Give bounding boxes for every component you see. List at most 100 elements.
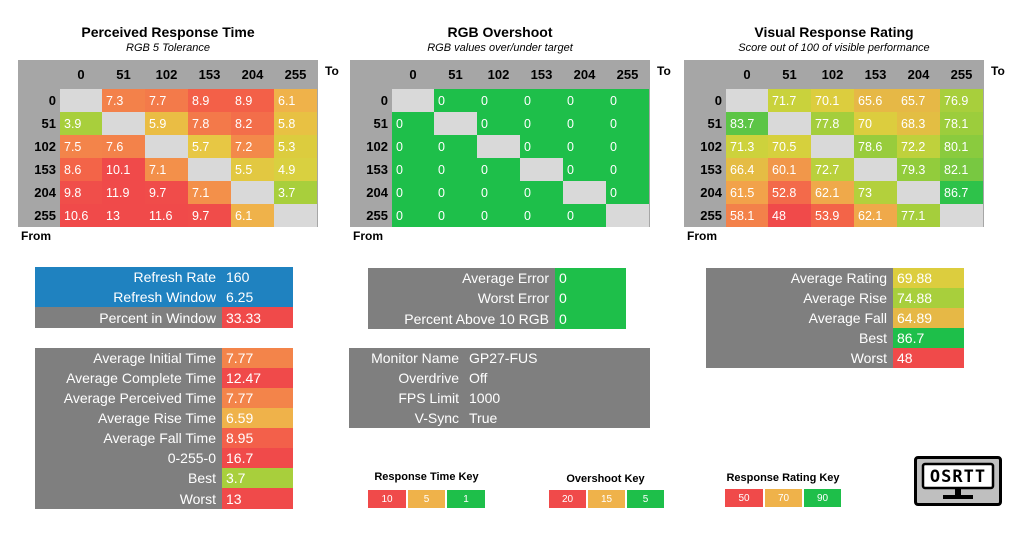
matrix-title: Visual Response Rating [754,24,914,40]
matrix-cell: 76.9 [940,89,983,112]
matrix-title: RGB Overshoot [447,24,553,40]
overshoot-key-title: Overshoot Key [566,473,645,485]
from-label: From [687,229,717,243]
matrix-cell: 0 [477,89,520,112]
best-time-value: 3.7 [222,468,293,488]
matrix-cell: 70 [854,112,897,135]
matrix-cell-empty [231,181,274,204]
row-header: 51 [707,116,722,131]
row-header: 204 [366,185,388,200]
matrix-cell: 4.9 [274,158,317,181]
matrix-cell: 0 [434,158,477,181]
vsync-label: V-Sync [414,410,459,426]
column-header: 204 [241,67,264,82]
matrix-cell: 78.6 [854,135,897,158]
matrix-subtitle: RGB values over/under target [427,42,573,54]
avg-complete-time-value: 12.47 [222,368,293,388]
rgb-overshoot-matrix: RGB Overshoot RGB values over/under targe… [350,0,671,250]
matrix-cell: 83.7 [726,112,768,135]
matrix-cell: 0 [392,112,434,135]
matrix-cell: 82.1 [940,158,983,181]
matrix-cell: 0 [563,89,606,112]
matrix-cell: 62.1 [854,204,897,227]
matrix-cell: 0 [434,135,477,158]
matrix-cell: 5.3 [274,135,317,158]
row-header: 51 [41,116,56,131]
response-rating-key-title: Response Rating Key [726,472,840,484]
matrix-cell: 80.1 [940,135,983,158]
matrix-cell-empty [854,158,897,181]
matrix-grid: 0 51 102 153 204 255 0 0 0 0 0 0 51 0 0 0 0 0 102 0 0 0 0 0 153 0… [350,60,650,227]
visual-response-rating-matrix: Visual Response Rating Score out of 100 o… [684,0,1005,250]
response-rating-key: Response Rating Key 50 70 90 [724,472,842,512]
key-cell: 50 [724,488,764,508]
matrix-cell: 5.9 [145,112,188,135]
avg-initial-time-label: Average Initial Time [93,350,216,366]
matrix-cell: 7.2 [231,135,274,158]
matrix-cell: 3.9 [60,112,102,135]
column-header: 51 [448,67,463,82]
column-header: 153 [198,67,221,82]
percent-above-label: Percent Above 10 RGB [404,310,549,327]
matrix-cell: 0 [477,112,520,135]
zero-255-zero-label: 0-255-0 [167,450,216,466]
matrix-cell-empty [188,158,231,181]
matrix-cell: 0 [477,204,520,227]
response-time-key-title: Response Time Key [374,471,479,483]
matrix-cell: 0 [520,89,563,112]
monitor-name-label: Monitor Name [371,350,459,366]
key-cell: 5 [407,489,446,509]
best-rating-value: 86.7 [893,328,964,348]
matrix-cell: 3.7 [274,181,317,204]
avg-fall-time-value: 8.95 [222,428,293,448]
matrix-cell: 0 [606,135,649,158]
matrix-cell: 7.5 [60,135,102,158]
matrix-cell: 6.1 [231,204,274,227]
matrix-title: Perceived Response Time [81,24,255,40]
matrix-cell: 11.6 [145,204,188,227]
matrix-cell: 5.7 [188,135,231,158]
matrix-cell: 8.6 [60,158,102,181]
matrix-cell-empty [434,112,477,135]
key-cell: 15 [587,489,626,509]
response-time-key: Response Time Key 10 5 1 [367,471,486,511]
row-header: 204 [34,185,56,200]
matrix-cell: 52.8 [768,181,811,204]
avg-perceived-time-value: 7.77 [222,388,293,408]
worst-rating-label: Worst [850,350,887,366]
matrix-cell: 62.1 [811,181,854,204]
matrix-cell: 0 [520,204,563,227]
matrix-cell: 79.3 [897,158,940,181]
matrix-cell: 0 [392,135,434,158]
column-header: 102 [155,67,178,82]
matrix-cell: 0 [434,89,477,112]
key-cell: 1 [446,489,486,509]
matrix-cell-empty [726,89,768,112]
matrix-cell-empty [606,204,649,227]
matrix-cell: 70.5 [768,135,811,158]
perceived-response-time-matrix: Perceived Response Time RGB 5 Tolerance 0 5… [18,0,339,250]
average-rating-label: Average Rating [790,270,887,286]
matrix-cell: 72.2 [897,135,940,158]
column-header: 153 [530,67,553,82]
matrix-cell: 48 [768,204,811,227]
matrix-cell: 77.8 [811,112,854,135]
matrix-cell: 0 [477,181,520,204]
refresh-window-label: Refresh Window [113,289,216,305]
avg-rise-time-value: 6.59 [222,408,293,428]
matrix-grid: 0 51 102 153 204 255 0 7.3 7.7 8.9 8.9 6.1 51 3.9 5.9 7… [18,60,318,227]
matrix-cell-empty [145,135,188,158]
row-header: 153 [366,162,388,177]
zero-255-zero-value: 16.7 [222,448,293,468]
row-header: 102 [34,139,56,154]
refresh-rate-value: 160 [222,267,293,287]
percent-in-window-value: 33.33 [222,307,293,328]
average-error-label: Average Error [462,270,549,286]
row-header: 51 [373,116,388,131]
matrix-cell: 70.1 [811,89,854,112]
vsync-value: True [469,410,498,426]
matrix-cell: 73 [854,181,897,204]
matrix-cell: 65.6 [854,89,897,112]
matrix-cell: 7.8 [188,112,231,135]
monitor-name-value: GP27-FUS [469,350,538,366]
